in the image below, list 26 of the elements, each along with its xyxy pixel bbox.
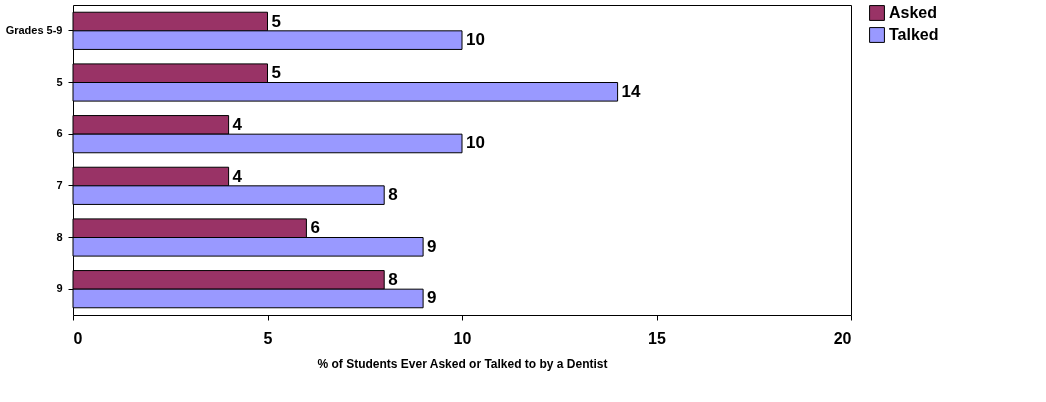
data-label: 4 (232, 166, 243, 186)
data-label: 14 (621, 81, 642, 101)
data-label: 5 (271, 63, 281, 83)
y-tick-label: 6 (56, 127, 63, 140)
legend-label: Talked (889, 26, 939, 43)
data-label: 5 (271, 11, 281, 31)
data-label: 9 (427, 288, 437, 308)
x-tick-label: 0 (73, 329, 83, 347)
data-label: 6 (310, 218, 320, 238)
y-tick-label: 8 (56, 230, 63, 243)
data-label: 9 (427, 236, 437, 256)
y-tick-label: 9 (56, 282, 63, 295)
data-label: 4 (232, 114, 243, 134)
x-tick-label: 15 (648, 329, 666, 347)
y-tick-label: 7 (56, 178, 63, 191)
data-label: 8 (388, 185, 398, 205)
data-label: 8 (388, 269, 398, 289)
y-tick-label: Grades 5-9 (5, 23, 63, 36)
y-tick-label: 5 (56, 75, 63, 88)
data-label: 10 (466, 133, 485, 153)
x-tick-label: 20 (833, 329, 852, 347)
x-axis-title: % of Students Ever Asked or Talked to by a Dentist (317, 356, 608, 371)
x-tick-label: 5 (263, 329, 273, 347)
data-label: 10 (466, 30, 485, 50)
x-tick-label: 10 (453, 329, 472, 347)
legend-label: Asked (889, 4, 938, 21)
